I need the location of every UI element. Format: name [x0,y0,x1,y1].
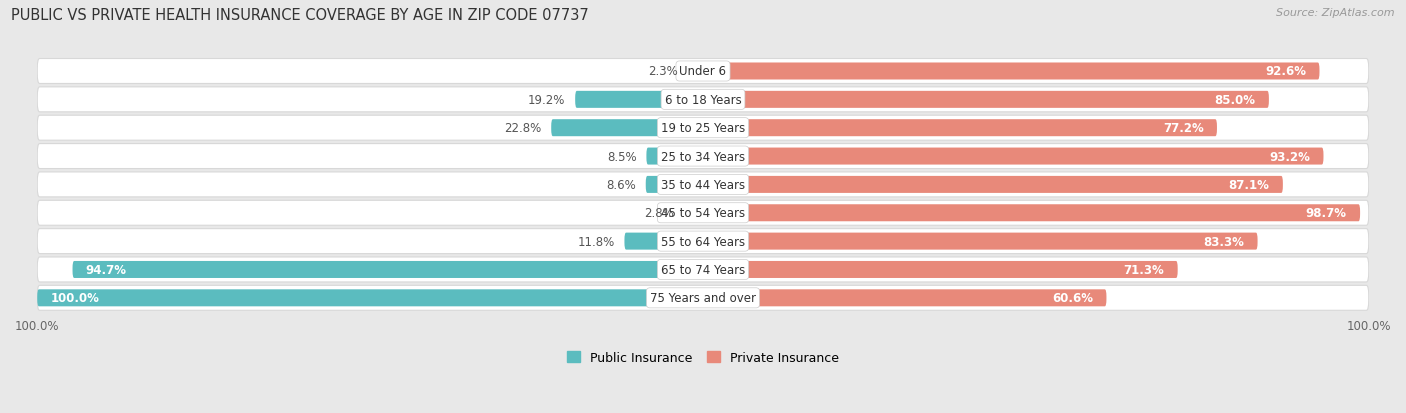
Text: 19.2%: 19.2% [527,94,565,107]
FancyBboxPatch shape [703,63,1319,80]
Text: 98.7%: 98.7% [1306,207,1347,220]
Text: 65 to 74 Years: 65 to 74 Years [661,263,745,276]
Text: 85.0%: 85.0% [1215,94,1256,107]
FancyBboxPatch shape [37,201,1369,225]
Text: PUBLIC VS PRIVATE HEALTH INSURANCE COVERAGE BY AGE IN ZIP CODE 07737: PUBLIC VS PRIVATE HEALTH INSURANCE COVER… [11,8,589,23]
FancyBboxPatch shape [624,233,703,250]
FancyBboxPatch shape [37,116,1369,141]
Legend: Public Insurance, Private Insurance: Public Insurance, Private Insurance [567,351,839,364]
FancyBboxPatch shape [703,233,1257,250]
FancyBboxPatch shape [37,286,1369,311]
FancyBboxPatch shape [575,92,703,109]
FancyBboxPatch shape [37,229,1369,254]
Text: 94.7%: 94.7% [86,263,127,276]
FancyBboxPatch shape [645,176,703,193]
FancyBboxPatch shape [703,290,1107,306]
FancyBboxPatch shape [647,148,703,165]
FancyBboxPatch shape [685,205,703,222]
FancyBboxPatch shape [73,261,703,278]
Text: 11.8%: 11.8% [578,235,614,248]
FancyBboxPatch shape [37,59,1369,84]
FancyBboxPatch shape [703,92,1268,109]
Text: 75 Years and over: 75 Years and over [650,292,756,304]
FancyBboxPatch shape [703,120,1218,137]
Text: 45 to 54 Years: 45 to 54 Years [661,207,745,220]
FancyBboxPatch shape [688,63,703,80]
FancyBboxPatch shape [703,205,1360,222]
FancyBboxPatch shape [703,176,1282,193]
FancyBboxPatch shape [37,88,1369,113]
Text: 8.5%: 8.5% [607,150,637,163]
Text: 60.6%: 60.6% [1052,292,1092,304]
Text: 22.8%: 22.8% [503,122,541,135]
Text: 83.3%: 83.3% [1204,235,1244,248]
Text: 87.1%: 87.1% [1229,178,1270,192]
Text: 2.3%: 2.3% [648,65,678,78]
Text: 25 to 34 Years: 25 to 34 Years [661,150,745,163]
Text: 71.3%: 71.3% [1123,263,1164,276]
Text: 6 to 18 Years: 6 to 18 Years [665,94,741,107]
Text: 100.0%: 100.0% [51,292,100,304]
FancyBboxPatch shape [37,173,1369,197]
Text: 77.2%: 77.2% [1163,122,1204,135]
Text: 19 to 25 Years: 19 to 25 Years [661,122,745,135]
Text: 92.6%: 92.6% [1265,65,1306,78]
FancyBboxPatch shape [37,144,1369,169]
Text: 8.6%: 8.6% [606,178,636,192]
Text: Source: ZipAtlas.com: Source: ZipAtlas.com [1277,8,1395,18]
FancyBboxPatch shape [37,290,703,306]
FancyBboxPatch shape [703,148,1323,165]
Text: 35 to 44 Years: 35 to 44 Years [661,178,745,192]
Text: 55 to 64 Years: 55 to 64 Years [661,235,745,248]
FancyBboxPatch shape [703,261,1178,278]
FancyBboxPatch shape [551,120,703,137]
Text: 2.8%: 2.8% [644,207,675,220]
Text: 93.2%: 93.2% [1270,150,1310,163]
Text: Under 6: Under 6 [679,65,727,78]
FancyBboxPatch shape [37,257,1369,282]
